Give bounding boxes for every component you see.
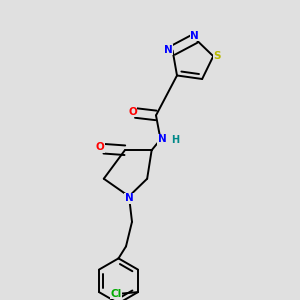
Text: N: N <box>164 45 172 55</box>
Text: Cl: Cl <box>110 289 122 298</box>
Text: O: O <box>128 106 137 116</box>
Text: H: H <box>171 135 179 145</box>
Text: N: N <box>190 31 199 40</box>
Text: N: N <box>124 193 134 203</box>
Text: S: S <box>213 51 220 61</box>
Text: N: N <box>158 134 166 144</box>
Text: O: O <box>96 142 105 152</box>
